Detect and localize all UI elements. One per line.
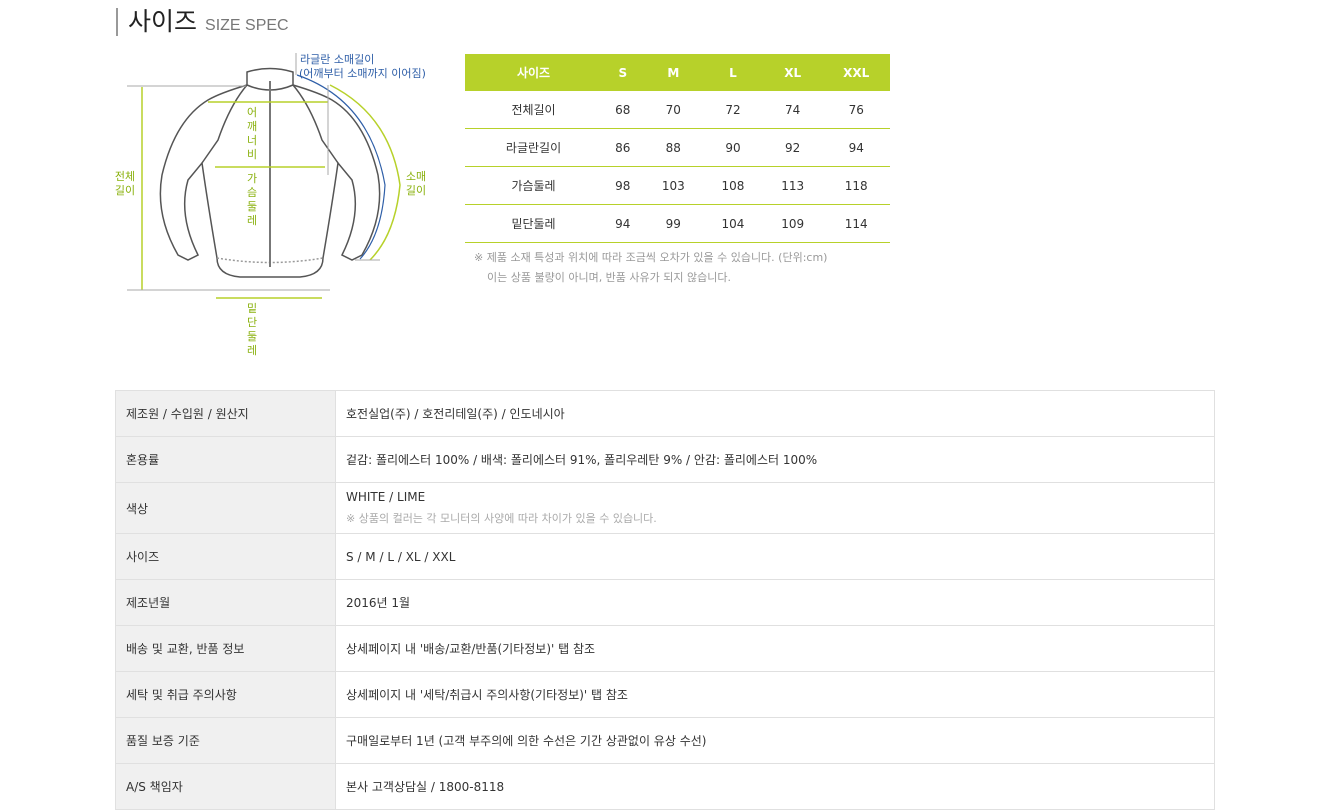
cell: 94 (822, 128, 890, 167)
info-label: 색상 (115, 482, 336, 534)
cell: 70 (643, 91, 704, 129)
label-hem: 밑단둘레 (247, 302, 258, 357)
info-value: 상세페이지 내 '세탁/취급시 주의사항(기타정보)' 탭 참조 (335, 671, 1215, 718)
table-row: 전체길이 68 70 72 74 76 (465, 91, 890, 129)
table-row: 제조원 / 수입원 / 원산지 호전실업(주) / 호전리테일(주) / 인도네시… (115, 390, 1215, 437)
size-note-1: ※ 제품 소재 특성과 위치에 따라 조금씩 오차가 있을 수 있습니다. (단… (474, 251, 828, 264)
cell: 118 (822, 166, 890, 205)
table-row: 색상 WHITE / LIME ※ 상품의 컬러는 각 모니터의 사양에 따라 차이… (115, 482, 1215, 534)
cell: 86 (602, 128, 644, 167)
header-cell: M (643, 54, 704, 91)
title-korean: 사이즈 (128, 7, 198, 36)
info-label: 사이즈 (115, 533, 336, 580)
info-value: 상세페이지 내 '배송/교환/반품(기타정보)' 탭 참조 (335, 625, 1215, 672)
size-table-header: 사이즈 S M L XL XXL (465, 54, 890, 91)
table-row: 제조년월 2016년 1월 (115, 579, 1215, 626)
label-raglan-sub: (어깨부터 소매까지 이어짐) (299, 67, 426, 80)
label-length: 전체 길이 (114, 170, 136, 197)
cell: 가슴둘레 (465, 166, 603, 205)
header-cell: 사이즈 (465, 54, 603, 91)
size-table: 사이즈 S M L XL XXL 전체길이 68 70 72 74 76 라글란길이 86 8… (465, 54, 890, 243)
cell: 88 (643, 128, 704, 167)
label-raglan: 라글란 소매길이 (300, 53, 375, 66)
cell: 114 (822, 204, 890, 243)
info-value: S / M / L / XL / XXL (335, 533, 1215, 580)
cell: 76 (822, 91, 890, 129)
table-row: 혼용률 겉감: 폴리에스터 100% / 배색: 폴리에스터 91%, 폴리우레탄… (115, 436, 1215, 483)
section-title: 사이즈 SIZE SPEC (116, 8, 289, 36)
table-row: A/S 책임자 본사 고객상담실 / 1800-8118 (115, 763, 1215, 810)
cell: 104 (703, 204, 763, 243)
cell: 109 (762, 204, 823, 243)
product-info-table: 제조원 / 수입원 / 원산지 호전실업(주) / 호전리테일(주) / 인도네시… (115, 390, 1215, 810)
table-row: 세탁 및 취급 주의사항 상세페이지 내 '세탁/취급시 주의사항(기타정보)' … (115, 671, 1215, 718)
table-row: 품질 보증 기준 구매일로부터 1년 (고객 부주의에 의한 수선은 기간 상관없… (115, 717, 1215, 764)
cell: 108 (703, 166, 763, 205)
info-value: 구매일로부터 1년 (고객 부주의에 의한 수선은 기간 상관없이 유상 수선) (335, 717, 1215, 764)
table-row: 사이즈 S / M / L / XL / XXL (115, 533, 1215, 580)
label-sleeve: 소매 길이 (405, 170, 427, 197)
table-row: 배송 및 교환, 반품 정보 상세페이지 내 '배송/교환/반품(기타정보)' 탭… (115, 625, 1215, 672)
cell: 103 (643, 166, 704, 205)
cell: 90 (703, 128, 763, 167)
title-english: SIZE SPEC (205, 17, 289, 34)
header-cell: S (602, 54, 644, 91)
info-value: 호전실업(주) / 호전리테일(주) / 인도네시아 (335, 390, 1215, 437)
cell: 94 (602, 204, 644, 243)
jacket-illustration (127, 53, 401, 299)
info-label: 혼용률 (115, 436, 336, 483)
info-value: 겉감: 폴리에스터 100% / 배색: 폴리에스터 91%, 폴리우레탄 9%… (335, 436, 1215, 483)
cell: 72 (703, 91, 763, 129)
size-note-2: 이는 상품 불량이 아니며, 반품 사유가 되지 않습니다. (487, 271, 731, 284)
cell: 99 (643, 204, 704, 243)
cell: 전체길이 (465, 91, 603, 129)
info-label: 세탁 및 취급 주의사항 (115, 671, 336, 718)
cell: 라글란길이 (465, 128, 603, 167)
info-label: A/S 책임자 (115, 763, 336, 810)
color-note: ※ 상품의 컬러는 각 모니터의 사양에 따라 차이가 있을 수 있습니다. (346, 512, 657, 525)
info-label: 제조년월 (115, 579, 336, 626)
header-cell: XL (762, 54, 823, 91)
label-shoulder: 어깨너비 (247, 106, 258, 161)
header-cell: L (703, 54, 763, 91)
info-value: 본사 고객상담실 / 1800-8118 (335, 763, 1215, 810)
info-label: 품질 보증 기준 (115, 717, 336, 764)
label-chest: 가슴둘레 (247, 172, 258, 227)
cell: 98 (602, 166, 644, 205)
info-value: 2016년 1월 (335, 579, 1215, 626)
cell: 74 (762, 91, 823, 129)
header-cell: XXL (822, 54, 890, 91)
cell: 밑단둘레 (465, 204, 603, 243)
info-label: 배송 및 교환, 반품 정보 (115, 625, 336, 672)
table-row: 라글란길이 86 88 90 92 94 (465, 128, 890, 167)
table-row: 밑단둘레 94 99 104 109 114 (465, 204, 890, 243)
cell: 113 (762, 166, 823, 205)
cell: 92 (762, 128, 823, 167)
info-value-color: WHITE / LIME ※ 상품의 컬러는 각 모니터의 사양에 따라 차이가 … (335, 482, 1215, 534)
color-value: WHITE / LIME (346, 490, 426, 504)
table-row: 가슴둘레 98 103 108 113 118 (465, 166, 890, 205)
cell: 68 (602, 91, 644, 129)
info-label: 제조원 / 수입원 / 원산지 (115, 390, 336, 437)
